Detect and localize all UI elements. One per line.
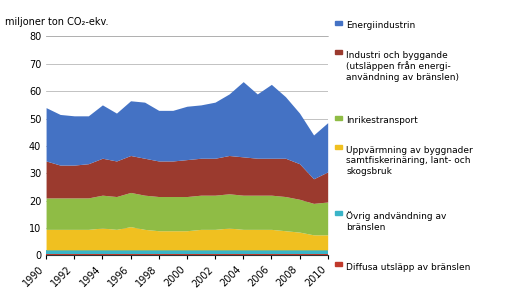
Text: Diffusa utsläpp av bränslen: Diffusa utsläpp av bränslen (346, 263, 471, 272)
Text: Industri och byggande
(utsläppen från energi-
användning av bränslen): Industri och byggande (utsläppen från en… (346, 51, 459, 81)
Text: Uppvärmning av byggnader
samtfiskerinäring, lant- och
skogsbruk: Uppvärmning av byggnader samtfiskerinäri… (346, 146, 473, 176)
Text: Inrikestransport: Inrikestransport (346, 116, 418, 126)
Text: miljoner ton CO₂-ekv.: miljoner ton CO₂-ekv. (5, 17, 109, 27)
Text: Energiindustrin: Energiindustrin (346, 21, 415, 30)
Text: Övrig andvändning av
bränslen: Övrig andvändning av bränslen (346, 212, 446, 232)
